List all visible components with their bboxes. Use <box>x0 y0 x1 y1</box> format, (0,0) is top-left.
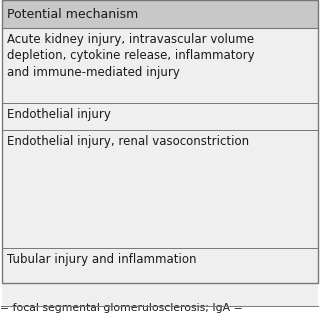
Text: Tubular injury and inflammation: Tubular injury and inflammation <box>7 253 196 266</box>
Bar <box>2 248 318 306</box>
Bar <box>2 28 318 103</box>
Text: Potential mechanism: Potential mechanism <box>7 7 138 20</box>
Bar <box>2 0 318 283</box>
Text: Endothelial injury: Endothelial injury <box>7 108 111 121</box>
Bar <box>2 0 318 28</box>
Bar <box>2 130 318 248</box>
Text: Acute kidney injury, intravascular volume
depletion, cytokine release, inflammat: Acute kidney injury, intravascular volum… <box>7 33 255 79</box>
Bar <box>2 103 318 130</box>
Text: Endothelial injury, renal vasoconstriction: Endothelial injury, renal vasoconstricti… <box>7 135 249 148</box>
Text: = focal segmental glomerulosclerosis; IgA =: = focal segmental glomerulosclerosis; Ig… <box>0 303 243 313</box>
